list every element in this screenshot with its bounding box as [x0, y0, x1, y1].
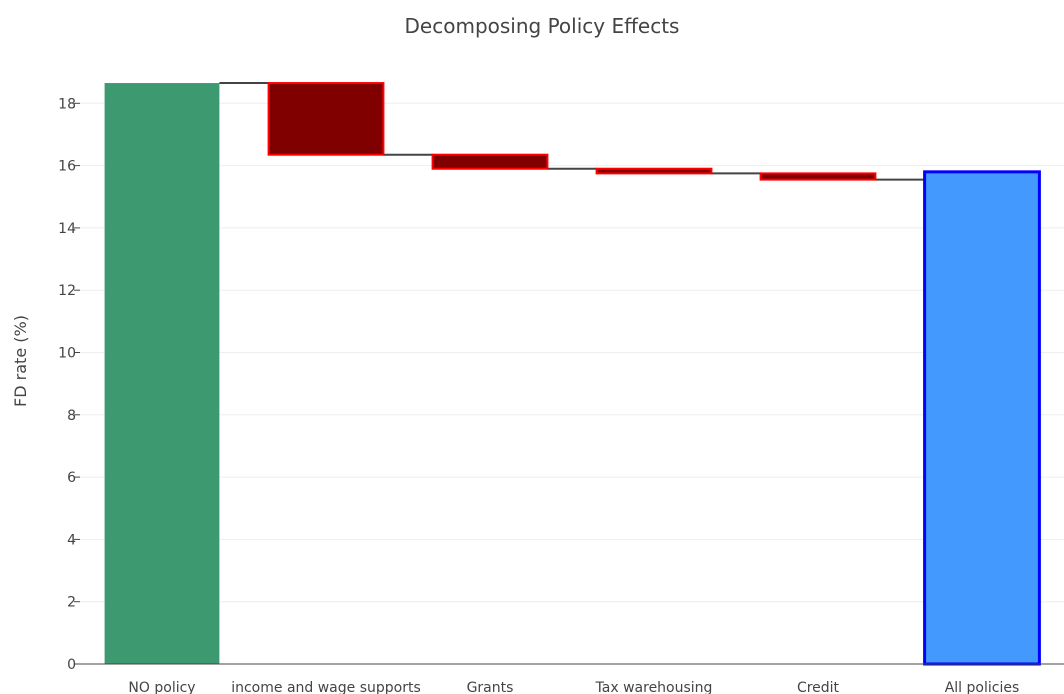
y-tick-label: 18 — [58, 96, 76, 112]
x-tick-label: Tax warehousing — [595, 680, 713, 694]
y-tick-label: 4 — [67, 532, 76, 548]
y-tick-label: 16 — [58, 159, 76, 175]
bar-no-policy — [104, 83, 220, 665]
chart-title: Decomposing Policy Effects — [405, 14, 680, 38]
x-tick-label: Grants — [467, 680, 514, 694]
y-tick-label: 14 — [58, 221, 76, 237]
bar-all-policies — [923, 170, 1041, 666]
bar-tax-warehousing — [595, 167, 713, 175]
x-tick-label: Credit — [797, 680, 840, 694]
y-tick-label: 8 — [67, 408, 76, 424]
y-tick-label: 6 — [67, 470, 76, 486]
connectors — [219, 82, 925, 181]
bar-grants — [431, 153, 549, 170]
bar-credit — [759, 172, 877, 181]
y-tick-label: 10 — [58, 346, 76, 362]
x-tick-label: NO policy — [128, 680, 195, 694]
bar-income-and-wage-supports — [267, 82, 385, 156]
y-axis-ticks: 0 2 4 6 8 10 12 14 16 18 — [58, 96, 80, 673]
y-tick-label: 0 — [67, 657, 76, 673]
gridlines — [80, 102, 1064, 603]
x-tick-label: income and wage supports — [231, 680, 421, 694]
bars — [104, 82, 1041, 666]
x-tick-label: All policies — [945, 680, 1020, 694]
y-tick-label: 2 — [67, 595, 76, 611]
x-axis-ticks: NO policy income and wage supports Grants T… — [128, 680, 1019, 694]
y-axis-title: FD rate (%) — [11, 315, 30, 407]
y-tick-label: 12 — [58, 283, 76, 299]
